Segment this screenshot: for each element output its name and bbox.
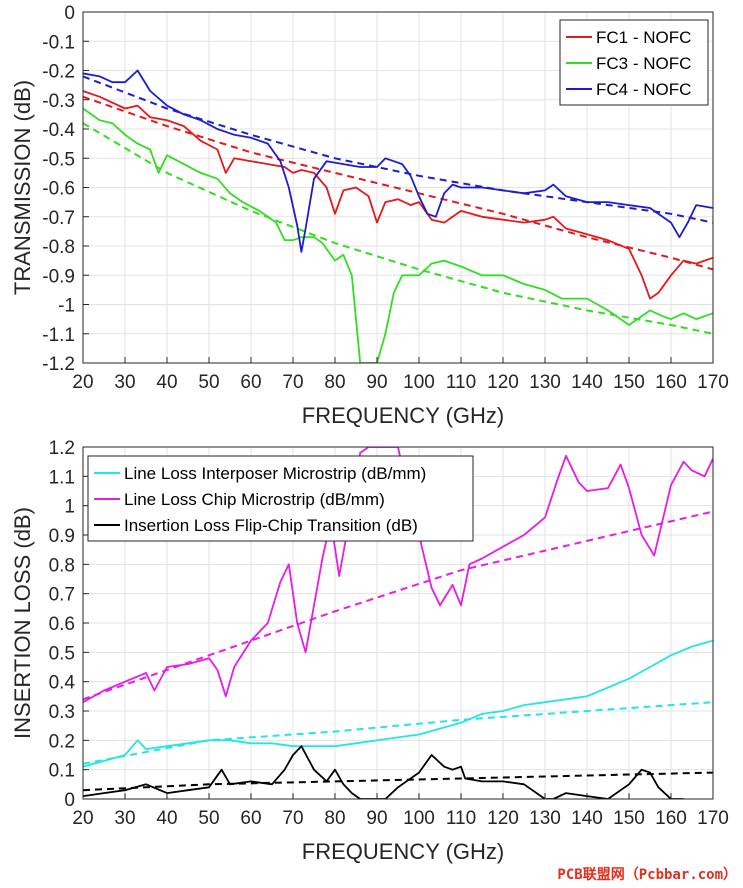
- y-tick-label: -0.9: [42, 266, 75, 287]
- y-tick-label: -0.4: [42, 120, 75, 141]
- x-tick-label: 100: [403, 372, 435, 393]
- x-tick-label: 160: [655, 372, 687, 393]
- x-tick-label: 160: [655, 808, 687, 829]
- transmission-chart: 20 30 40 50 60 70 80 90 100 110 120 130 140 150 160 170…: [10, 3, 729, 428]
- series-line-insertion-loss-flip-chip-transition-db: [83, 745, 684, 799]
- x-axis-label: FREQUENCY (GHz): [302, 839, 505, 864]
- legend: Line Loss Interposer Microstrip (dB/mm) L…: [87, 455, 474, 542]
- x-tick-label: 70: [282, 808, 303, 829]
- x-tick-label: 140: [571, 372, 603, 393]
- y-tick-label: -0.5: [42, 149, 75, 170]
- series-line-line-loss-chip-microstrip-db-mm: [83, 447, 713, 703]
- x-tick-label: 70: [282, 372, 303, 393]
- y-tick-label: 0.6: [49, 614, 75, 635]
- series-line-fc3-nofc: [83, 107, 713, 363]
- x-tick-label: 80: [324, 372, 345, 393]
- x-tick-label: 90: [366, 808, 387, 829]
- y-tick-label: -0.6: [42, 179, 75, 200]
- y-tick-label: -0.2: [42, 62, 75, 83]
- legend-box: [87, 455, 474, 542]
- legend: FC1 - NOFC FC3 - NOFC FC4 - NOFC: [559, 19, 709, 106]
- x-tick-label: 110: [446, 808, 476, 829]
- x-tick-label: 60: [240, 808, 261, 829]
- y-tick-label: 0.1: [49, 761, 75, 782]
- y-axis-label: INSERTION LOSS (dB): [10, 507, 35, 739]
- x-tick-label: 90: [366, 372, 387, 393]
- x-tick-label: 20: [72, 808, 93, 829]
- x-tick-label: 80: [324, 808, 345, 829]
- y-tick-label: -0.1: [42, 32, 75, 53]
- legend-label: Line Loss Chip Microstrip (dB/mm): [124, 490, 385, 509]
- x-tick-label: 20: [72, 372, 93, 393]
- fit-line-line-loss-chip-microstrip-db-mm: [83, 510, 713, 701]
- y-tick-label: -0.3: [42, 91, 75, 112]
- x-tick-label: 30: [114, 372, 135, 393]
- x-axis-label: FREQUENCY (GHz): [302, 403, 505, 428]
- legend-label: FC4 - NOFC: [596, 80, 691, 99]
- y-tick-label: -1.1: [42, 325, 75, 346]
- fit-line-insertion-loss-flip-chip-transition-db: [83, 771, 713, 792]
- x-tick-label: 40: [156, 372, 177, 393]
- y-tick-label: 0: [64, 3, 75, 24]
- y-tick-label: -1: [58, 296, 75, 317]
- x-tick-label: 170: [697, 372, 729, 393]
- y-tick-label: 0.3: [49, 702, 75, 723]
- y-tick-label: 1: [64, 497, 75, 518]
- fit-line-fc4-nofc: [83, 75, 713, 224]
- x-tick-label: 60: [240, 372, 261, 393]
- x-tick-label: 50: [198, 372, 219, 393]
- x-tick-label: 50: [198, 808, 219, 829]
- y-tick-label: 1.2: [49, 438, 75, 459]
- y-tick-label: -1.2: [42, 354, 75, 375]
- x-tick-label: 140: [571, 808, 603, 829]
- y-tick-label: 1.1: [49, 467, 75, 488]
- y-tick-label: -0.7: [42, 208, 75, 229]
- y-tick-label: 0.9: [49, 526, 75, 547]
- y-tick-label: 0.8: [49, 555, 75, 576]
- fit-line-fc1-nofc: [83, 95, 713, 271]
- y-axis-label: TRANSMISSION (dB): [10, 80, 35, 295]
- y-tick-label: 0.2: [49, 731, 75, 752]
- x-tick-label: 170: [697, 808, 729, 829]
- x-tick-label: 120: [487, 808, 519, 829]
- x-tick-label: 30: [114, 808, 135, 829]
- x-tick-label: 100: [403, 808, 435, 829]
- series-line-fc4-nofc: [83, 69, 713, 253]
- x-tick-label: 150: [613, 372, 645, 393]
- watermark: PCB联盟网（Pcbbar.com）: [557, 867, 737, 883]
- y-tick-label: -0.8: [42, 237, 75, 258]
- y-tick-label: 0: [64, 790, 75, 811]
- x-tick-label: 130: [529, 372, 561, 393]
- x-tick-label: 120: [487, 372, 519, 393]
- legend-label: Line Loss Interposer Microstrip (dB/mm): [124, 464, 426, 483]
- legend-label: Insertion Loss Flip-Chip Transition (dB): [124, 516, 418, 535]
- x-tick-label: 150: [613, 808, 645, 829]
- y-tick-label: 0.7: [49, 585, 75, 606]
- y-tick-label: 0.4: [49, 673, 76, 694]
- y-tick-label: 0.5: [49, 643, 75, 664]
- insertion-loss-chart: 20 30 40 50 60 70 80 90 100 110 120 130 140 150 160 170…: [10, 438, 729, 864]
- x-tick-label: 110: [446, 372, 476, 393]
- fit-line-line-loss-interposer-microstrip-db-mm: [83, 701, 713, 765]
- series-line-fc1-nofc: [83, 90, 713, 300]
- legend-label: FC3 - NOFC: [596, 54, 691, 73]
- x-tick-label: 130: [529, 808, 561, 829]
- legend-label: FC1 - NOFC: [596, 28, 691, 47]
- series-line-line-loss-interposer-microstrip-db-mm: [83, 639, 713, 768]
- x-tick-label: 40: [156, 808, 177, 829]
